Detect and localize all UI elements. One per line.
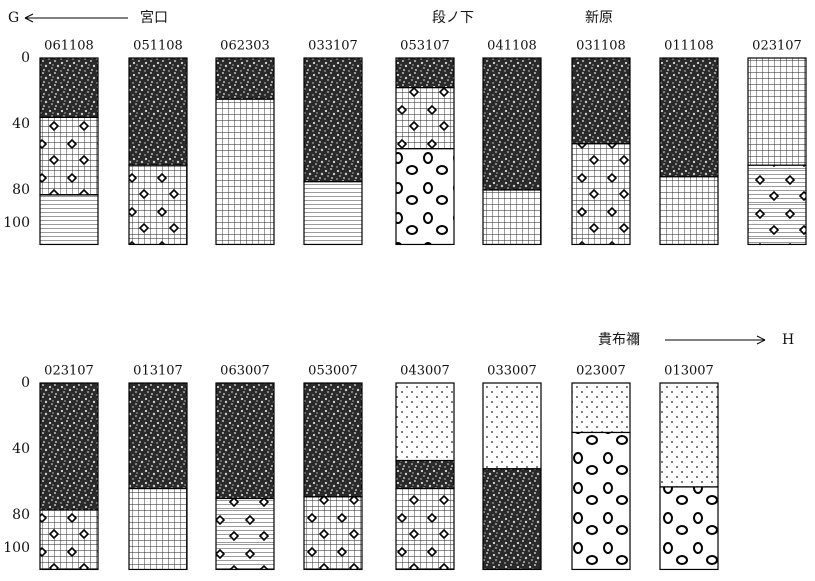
arrow: [25, 14, 128, 22]
column-id: 041108: [487, 39, 537, 54]
soil-layer: [396, 58, 454, 88]
soil-layer: [40, 117, 98, 195]
soil-layer: [216, 58, 274, 99]
soil-layer: [748, 165, 806, 244]
soil-layer: [660, 58, 718, 177]
place-label: 貴布禰: [598, 332, 640, 348]
column-id: 023107: [752, 39, 802, 54]
soil-layer: [572, 383, 630, 433]
soil-layer: [129, 489, 187, 570]
column-id: 023007: [576, 364, 626, 379]
soil-layer: [748, 58, 806, 165]
column-id: 013007: [664, 364, 714, 379]
soil-layer: [396, 88, 454, 149]
column-id: 062303: [220, 39, 270, 54]
soil-layer: [396, 149, 454, 245]
soil-layer: [129, 383, 187, 489]
soil-layer: [304, 383, 362, 497]
depth-tick-label: 40: [12, 441, 30, 457]
soil-layer: [396, 461, 454, 489]
column-id: 031108: [576, 39, 626, 54]
soil-layer: [483, 383, 541, 469]
column-id: 023107: [44, 364, 94, 379]
soil-layer: [572, 144, 630, 245]
soil-layer: [483, 469, 541, 570]
column-id: 051108: [133, 39, 183, 54]
column-id: 063007: [220, 364, 270, 379]
column-id: 011108: [664, 39, 714, 54]
depth-tick-label: 0: [21, 375, 30, 391]
soil-layer: [396, 489, 454, 570]
soil-layer: [129, 165, 187, 244]
soil-layer: [483, 58, 541, 190]
soil-layer: [483, 190, 541, 244]
column-id: 053107: [400, 39, 450, 54]
column-id: 033107: [308, 39, 358, 54]
depth-tick-label: 80: [12, 507, 30, 523]
column-id: 061108: [44, 39, 94, 54]
arrow: [665, 336, 765, 344]
diagram: G 宮口 段ノ下 新原 貴布禰 H 0 40 80 100 061108 051108 06…: [0, 0, 815, 581]
soil-layer: [216, 99, 274, 244]
soil-layer: [40, 383, 98, 510]
start-label: G: [8, 10, 19, 26]
soil-layer: [304, 58, 362, 182]
place-label: 段ノ下: [432, 10, 474, 26]
soil-layer: [216, 383, 274, 499]
soil-layer: [572, 58, 630, 144]
column-id: 043007: [400, 364, 450, 379]
column-id: 033007: [487, 364, 537, 379]
depth-tick-label: 100: [3, 540, 30, 556]
place-label: 新原: [585, 10, 613, 26]
soil-layer: [216, 499, 274, 570]
depth-tick-label: 40: [12, 116, 30, 132]
soil-layer: [129, 58, 187, 165]
column-id: 013107: [133, 364, 183, 379]
depth-tick-label: 80: [12, 182, 30, 198]
depth-tick-label: 0: [21, 50, 30, 66]
depth-tick-label: 100: [3, 215, 30, 231]
soil-layer: [660, 487, 718, 570]
soil-layer: [660, 177, 718, 245]
soil-layer: [396, 383, 454, 461]
place-label: 宮口: [140, 10, 168, 26]
soil-layer: [660, 383, 718, 487]
soil-layer: [304, 497, 362, 570]
soil-layer: [40, 58, 98, 117]
column-id: 053007: [308, 364, 358, 379]
soil-layer: [572, 433, 630, 570]
soil-layer: [304, 182, 362, 245]
soil-layer: [40, 195, 98, 245]
end-label: H: [782, 332, 794, 348]
soil-layer: [40, 510, 98, 569]
